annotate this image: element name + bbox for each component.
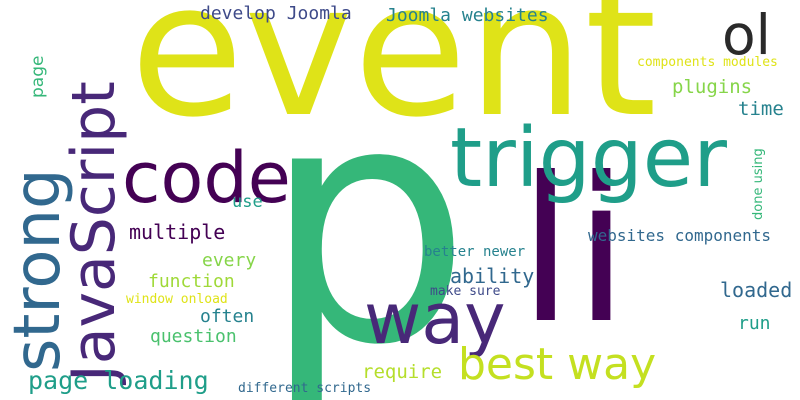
word-window-onload: window onload xyxy=(126,292,228,307)
word-page: page xyxy=(28,55,48,98)
word-websites-components: websites components xyxy=(588,226,772,245)
word-joomla-websites: Joomla websites xyxy=(386,5,549,26)
word-way: way xyxy=(364,278,506,360)
word-trigger: trigger xyxy=(450,111,727,206)
word-multiple: multiple xyxy=(129,220,226,244)
word-often: often xyxy=(200,306,255,327)
word-function: function xyxy=(148,271,235,292)
word-li: li xyxy=(518,135,630,368)
word-done-using: done using xyxy=(751,148,766,220)
word-loaded: loaded xyxy=(720,278,793,302)
word-event: event xyxy=(130,0,657,158)
word-run: run xyxy=(738,313,771,334)
word-require: require xyxy=(362,361,443,383)
word-use: use xyxy=(232,192,263,212)
word-components-modules: components modules xyxy=(637,55,778,70)
word-make-sure: make sure xyxy=(430,284,501,299)
word-strong: strong xyxy=(1,168,75,372)
word-better-newer: better newer xyxy=(424,244,526,260)
word-develop-joomla: develop Joomla xyxy=(200,3,352,24)
word-plugins: plugins xyxy=(672,76,753,98)
word-best-way: best way xyxy=(458,339,657,390)
word-code: code xyxy=(122,137,291,219)
word-ol: ol xyxy=(722,3,771,67)
word-page-loading: page loading xyxy=(28,366,209,395)
word-time: time xyxy=(738,98,784,120)
word-question: question xyxy=(150,326,237,347)
word-different-scripts: different scripts xyxy=(238,381,372,396)
word-every: every xyxy=(202,250,257,271)
word-ability: ability xyxy=(450,264,535,288)
word-p: p xyxy=(262,33,472,400)
